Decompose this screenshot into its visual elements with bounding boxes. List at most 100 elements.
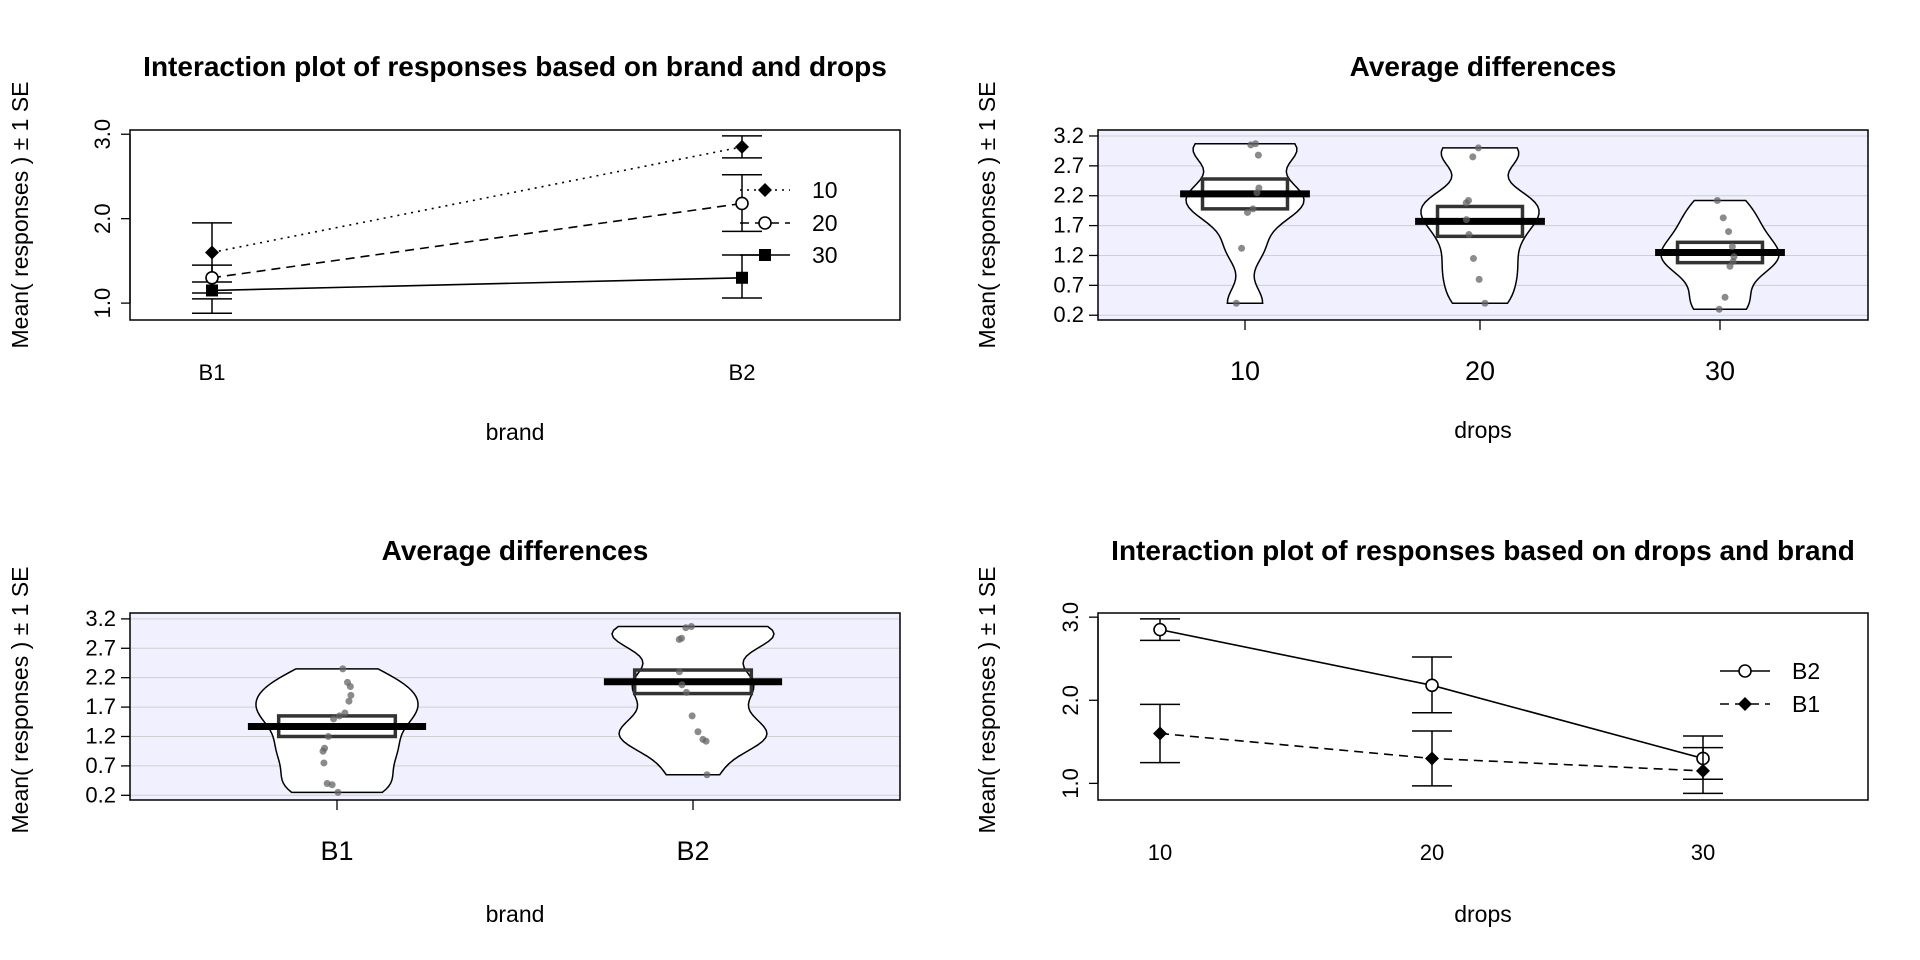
pirate-plot-2: 0.2 0.7 1.2 1.7 2.2 2.7 3.2 bbox=[1053, 123, 1869, 330]
raw-data-point bbox=[330, 715, 338, 723]
plot-frame bbox=[1097, 129, 1869, 321]
x-tick-label: B2 bbox=[729, 360, 756, 385]
x-axis-label: drops bbox=[1454, 901, 1512, 927]
legend-label: 30 bbox=[812, 242, 838, 268]
y-tick-label: 1.7 bbox=[85, 694, 116, 719]
y-tick-label: 0.2 bbox=[1053, 302, 1084, 327]
series-30: 30 bbox=[192, 242, 838, 314]
data-point bbox=[205, 245, 219, 260]
y-tick-label: 2.2 bbox=[1053, 183, 1084, 208]
raw-data-point bbox=[1719, 214, 1727, 222]
y-tick-label: 3.0 bbox=[1058, 602, 1083, 633]
raw-data-point bbox=[1474, 144, 1482, 152]
chart-title: Average differences bbox=[382, 535, 649, 566]
panel-2: Average differences drops Mean( responses … bbox=[974, 51, 1735, 443]
x-tick-label: B1 bbox=[199, 360, 226, 385]
plot-frame bbox=[129, 129, 901, 321]
y-axis-label: Mean( responses ) ± 1 SE bbox=[974, 81, 1000, 348]
raw-data-point bbox=[1469, 254, 1477, 262]
violin bbox=[255, 668, 419, 794]
series-B2: B2 bbox=[1140, 618, 1820, 780]
y-tick-label: 3.2 bbox=[1053, 123, 1084, 148]
raw-data-point bbox=[328, 781, 336, 789]
data-point bbox=[1153, 726, 1167, 741]
y-tick-label: 3.0 bbox=[90, 119, 115, 150]
y-tick-label: 2.7 bbox=[85, 635, 116, 660]
panel-4: Interaction plot of responses based on d… bbox=[974, 535, 1855, 927]
x-axis-label: brand bbox=[486, 901, 545, 927]
raw-data-point bbox=[347, 691, 355, 699]
interaction-plot-4: 1.0 2.0 3.0 B2 B1 bbox=[1058, 602, 1869, 801]
raw-data-point bbox=[1462, 216, 1470, 224]
raw-data-point bbox=[1469, 153, 1477, 161]
raw-data-point bbox=[1243, 208, 1251, 216]
legend-marker bbox=[758, 216, 772, 230]
raw-data-point bbox=[678, 681, 686, 689]
raw-data-point bbox=[339, 665, 347, 673]
pirate-plot-3: 0.2 0.7 1.2 1.7 2.2 2.7 3.2 bbox=[85, 606, 901, 810]
data-point bbox=[206, 284, 218, 297]
raw-data-point bbox=[320, 759, 328, 767]
legend-marker bbox=[1738, 664, 1752, 678]
y-tick-label: 2.0 bbox=[1058, 685, 1083, 716]
raw-data-point bbox=[1715, 305, 1723, 313]
y-tick-label: 0.7 bbox=[85, 753, 116, 778]
y-axis-label: Mean( responses ) ± 1 SE bbox=[974, 566, 1000, 833]
raw-data-point bbox=[1728, 243, 1736, 251]
raw-data-point bbox=[1475, 275, 1483, 283]
x-tick-label: 20 bbox=[1465, 356, 1495, 386]
legend-label: B1 bbox=[1792, 691, 1820, 717]
raw-data-point bbox=[1721, 293, 1729, 301]
y-tick-label: 2.0 bbox=[90, 203, 115, 234]
raw-data-point bbox=[1253, 189, 1261, 197]
raw-data-point bbox=[1713, 197, 1721, 205]
raw-data-point bbox=[1465, 231, 1473, 239]
data-point bbox=[735, 139, 749, 154]
series-line bbox=[211, 276, 743, 292]
legend-label: 20 bbox=[812, 210, 838, 236]
x-axis-label: brand bbox=[486, 419, 545, 445]
raw-data-point bbox=[694, 728, 702, 736]
y-tick-label: 1.0 bbox=[1058, 768, 1083, 799]
violin bbox=[611, 625, 775, 776]
y-tick-label: 2.2 bbox=[85, 665, 116, 690]
raw-data-point bbox=[702, 737, 710, 745]
series-B1: B1 bbox=[1140, 691, 1820, 795]
data-point bbox=[205, 270, 219, 285]
raw-data-point bbox=[1726, 262, 1734, 270]
bean-20 bbox=[1415, 144, 1545, 330]
raw-data-point bbox=[682, 624, 690, 632]
bean-10 bbox=[1180, 140, 1310, 330]
violin bbox=[1185, 142, 1305, 305]
x-tick-label: B2 bbox=[676, 836, 709, 866]
chart-title: Interaction plot of responses based on d… bbox=[1111, 535, 1855, 566]
data-point bbox=[735, 196, 749, 211]
bean-B2 bbox=[603, 623, 783, 810]
plot-background bbox=[130, 613, 900, 800]
y-tick-label: 1.2 bbox=[85, 723, 116, 748]
raw-data-point bbox=[1249, 205, 1257, 213]
y-tick-label: 1.2 bbox=[1053, 242, 1084, 267]
data-point bbox=[1153, 622, 1167, 637]
chart-title: Average differences bbox=[1350, 51, 1617, 82]
legend-marker bbox=[759, 249, 771, 261]
interaction-plot-1: 1.0 2.0 3.0 10 20 30 bbox=[90, 119, 901, 321]
raw-data-point bbox=[1725, 228, 1733, 236]
y-tick-label: 0.7 bbox=[1053, 272, 1084, 297]
raw-data-point bbox=[335, 712, 343, 720]
series-20: 20 bbox=[192, 174, 838, 294]
chart-title: Interaction plot of responses based on b… bbox=[143, 51, 887, 82]
panel-1: Interaction plot of responses based on b… bbox=[7, 51, 887, 445]
raw-data-point bbox=[687, 623, 695, 631]
plot-frame bbox=[1097, 612, 1869, 801]
y-tick-label: 1.7 bbox=[1053, 213, 1084, 238]
legend-marker bbox=[1738, 697, 1752, 711]
legend-marker bbox=[758, 183, 772, 197]
raw-data-point bbox=[682, 688, 690, 696]
y-tick-label: 3.2 bbox=[85, 606, 116, 631]
violin bbox=[1420, 147, 1540, 305]
x-axis-label: drops bbox=[1454, 417, 1512, 443]
x-tick-label: B1 bbox=[320, 836, 353, 866]
x-tick-label: 10 bbox=[1148, 840, 1172, 865]
